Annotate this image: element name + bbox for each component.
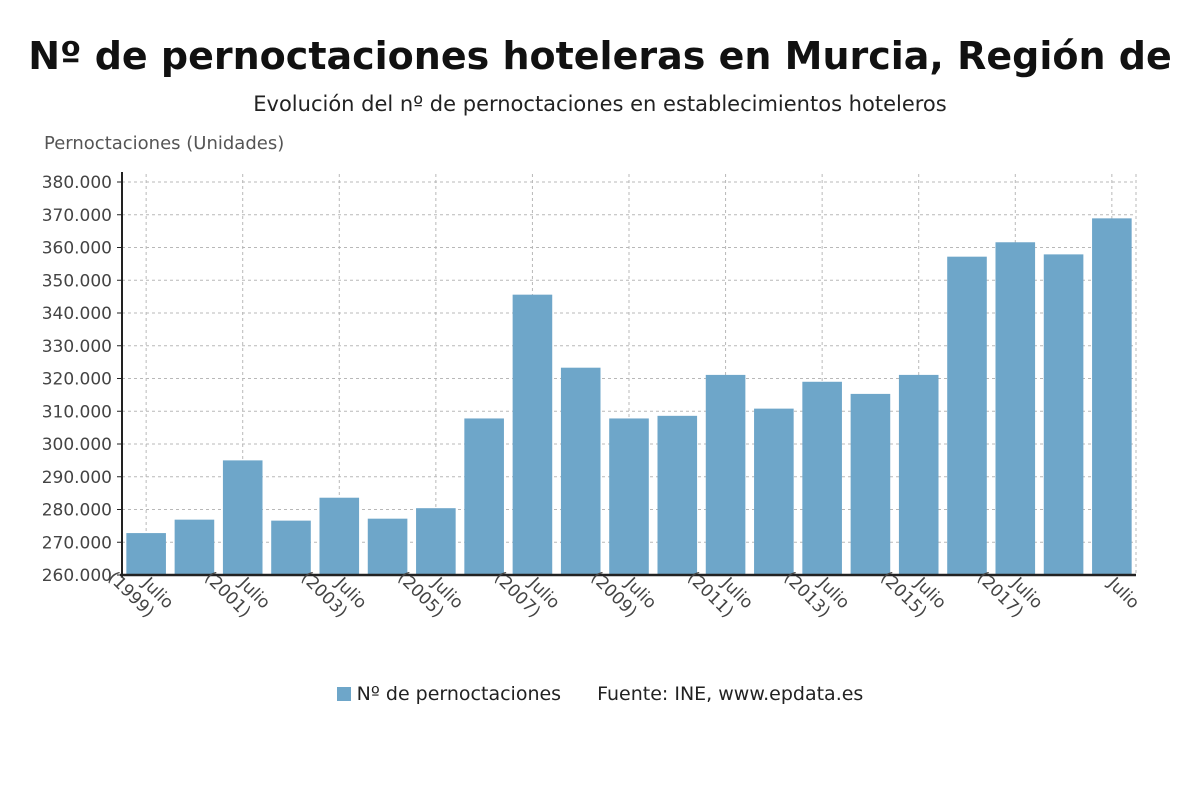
chart-subtitle: Evolución del nº de pernoctaciones en es… — [253, 92, 947, 116]
bar — [126, 533, 166, 575]
y-tick-label: 310.000 — [42, 402, 112, 422]
y-tick-label: 280.000 — [42, 501, 112, 521]
y-tick-labels: 260.000 270.000 280.000 290.000 300.000 310.0… — [42, 173, 112, 586]
y-tick-label: 360.000 — [42, 239, 112, 259]
legend-series-label: Nº de pernoctaciones — [356, 683, 562, 705]
bar — [271, 520, 311, 575]
x-tick-label-line1: Julio — [1103, 573, 1143, 613]
bar-chart: 260.000 270.000 280.000 290.000 300.000 310.0… — [42, 172, 1143, 622]
y-tick-label: 260.000 — [42, 566, 112, 586]
y-tick-label: 340.000 — [42, 304, 112, 324]
bar — [512, 294, 553, 575]
bar — [464, 418, 504, 575]
y-tick-label: 330.000 — [42, 337, 112, 357]
y-tick-label: 300.000 — [42, 435, 112, 455]
bar — [947, 256, 987, 575]
y-tick-label: 380.000 — [42, 173, 112, 193]
chart-title: Nº de pernoctaciones hoteleras en Murcia… — [28, 34, 1172, 78]
y-tick-label: 290.000 — [42, 468, 112, 488]
bar — [319, 497, 360, 575]
y-tick-label: 370.000 — [42, 206, 112, 226]
legend: Nº de pernoctaciones Fuente: INE, www.epd… — [0, 683, 1200, 705]
x-tick-label: Julio — [1103, 573, 1143, 613]
bar — [802, 381, 842, 575]
bar — [416, 508, 456, 575]
bar — [1043, 254, 1084, 575]
bar — [222, 460, 263, 575]
bar — [754, 408, 794, 575]
bar — [995, 242, 1036, 575]
bar — [1092, 218, 1132, 576]
bars — [126, 218, 1132, 576]
legend-swatch — [336, 687, 351, 701]
bar — [174, 519, 215, 575]
bar — [898, 374, 939, 575]
bar — [367, 518, 408, 575]
y-axis-label: Pernoctaciones (Unidades) — [44, 133, 285, 154]
y-tick-label: 350.000 — [42, 271, 112, 291]
bar — [705, 374, 746, 575]
bar — [657, 415, 698, 575]
y-tick-label: 320.000 — [42, 370, 112, 390]
y-tick-label: 270.000 — [42, 533, 112, 553]
source-note: Fuente: INE, www.epdata.es — [597, 683, 864, 705]
bar — [609, 418, 649, 575]
bar — [850, 393, 891, 575]
axes — [117, 172, 1136, 577]
bar — [560, 367, 601, 575]
